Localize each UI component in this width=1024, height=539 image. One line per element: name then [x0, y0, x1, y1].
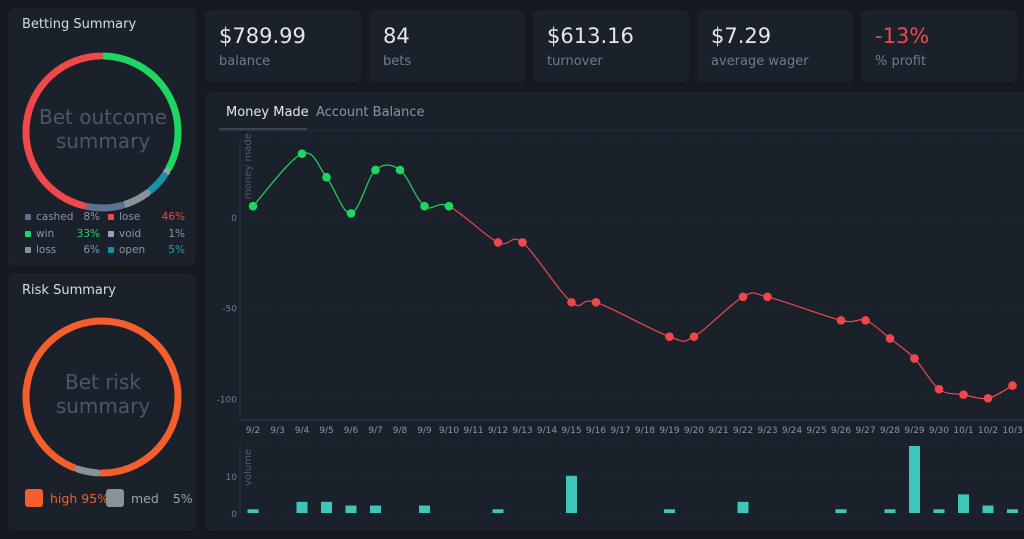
legend-label-void: void [119, 227, 142, 240]
betting-summary-panel: Betting Summary Bet outcome summary cash… [8, 8, 196, 266]
legend-item-void: void 1% [108, 228, 185, 240]
bets-label: bets [383, 54, 412, 69]
legend-label-cashed: cashed [36, 211, 74, 224]
profit-label: % profit [875, 54, 927, 69]
stat-card-balance: $789.99 balance [205, 10, 361, 82]
average-wager-label: average wager [711, 54, 809, 69]
outcome-segment-lose[interactable] [22, 52, 104, 210]
tab-account-balance[interactable]: Account Balance [316, 105, 425, 120]
stat-card-average-wager: $7.29 average wager [697, 10, 853, 82]
turnover-label: turnover [547, 54, 603, 69]
bet-outcome-donut[interactable] [8, 28, 196, 228]
risk-legend-high: high 95% [25, 489, 109, 507]
legend-pct-cashed: 8% [83, 211, 100, 224]
legend-pct-open: 5% [168, 244, 185, 257]
risk-high-label: high [50, 490, 78, 506]
risk-med-pct: 5% [172, 490, 193, 506]
chart-panel [205, 92, 1024, 531]
stat-card-profit: -13% % profit [861, 10, 1017, 82]
legend-pct-lose: 46% [161, 211, 185, 224]
legend-pct-void: 1% [168, 227, 185, 240]
stat-card-turnover: $613.16 turnover [533, 10, 689, 82]
turnover-value: $613.16 [547, 24, 634, 48]
risk-legend-med: med 5% [106, 489, 193, 507]
tab-money-made-underline [219, 128, 307, 130]
balance-label: balance [219, 54, 271, 69]
risk-high-pct: 95% [81, 490, 110, 506]
outcome-segment-loss[interactable] [121, 189, 151, 208]
profit-value: -13% [875, 24, 930, 48]
legend-pct-win: 33% [76, 227, 100, 240]
risk-med-swatch [106, 489, 124, 507]
legend-label-win: win [36, 227, 55, 240]
legend-label-open: open [119, 244, 146, 257]
risk-high-swatch [25, 489, 43, 507]
legend-swatch-void [108, 230, 114, 237]
legend-pct-loss: 6% [83, 244, 100, 257]
legend-label-loss: loss [36, 244, 57, 257]
outcome-segment-cashed[interactable] [83, 201, 125, 212]
tab-money-made[interactable]: Money Made [226, 105, 309, 120]
risk-summary-panel: Risk Summary Bet risk summary high 95% m… [8, 273, 196, 531]
bet-outcome-center-line2: summary [55, 129, 151, 153]
bet-outcome-center-line1: Bet outcome [39, 105, 167, 129]
average-wager-value: $7.29 [711, 24, 772, 48]
legend-row: loss 6% open 5% [25, 242, 185, 259]
legend-row: cashed 8% lose 46% [25, 209, 185, 226]
legend-swatch-win [25, 230, 31, 237]
bet-outcome-legend: cashed 8% lose 46% win 33% void 1% loss 6% open 5% [25, 209, 185, 259]
legend-swatch-loss [25, 247, 31, 254]
risk-med-label: med [131, 490, 159, 506]
risk-center-line1: Bet risk [64, 370, 141, 394]
risk-center-line2: summary [55, 394, 151, 418]
legend-swatch-open [108, 247, 114, 254]
risk-donut[interactable] [8, 293, 196, 493]
legend-item-win: win 33% [25, 228, 108, 240]
balance-value: $789.99 [219, 24, 306, 48]
tabs-divider [219, 130, 1024, 131]
bets-value: 84 [383, 24, 410, 48]
outcome-segment-win[interactable] [100, 52, 182, 172]
risk-segment-med[interactable] [74, 465, 101, 477]
legend-item-lose: lose 46% [108, 211, 185, 223]
legend-swatch-cashed [25, 214, 31, 221]
legend-swatch-lose [108, 214, 114, 221]
bet-outcome-center-text: Bet outcome summary [22, 105, 184, 153]
legend-item-loss: loss 6% [25, 244, 108, 256]
risk-center-text: Bet risk summary [22, 370, 184, 418]
legend-item-open: open 5% [108, 244, 185, 256]
betting-summary-title: Betting Summary [22, 17, 137, 32]
legend-item-cashed: cashed 8% [25, 211, 108, 223]
legend-label-lose: lose [119, 211, 141, 224]
risk-segment-high[interactable] [22, 317, 182, 477]
risk-summary-title: Risk Summary [22, 283, 116, 298]
legend-row: win 33% void 1% [25, 226, 185, 243]
stat-card-bets: 84 bets [369, 10, 525, 82]
outcome-segment-open[interactable] [147, 172, 168, 194]
